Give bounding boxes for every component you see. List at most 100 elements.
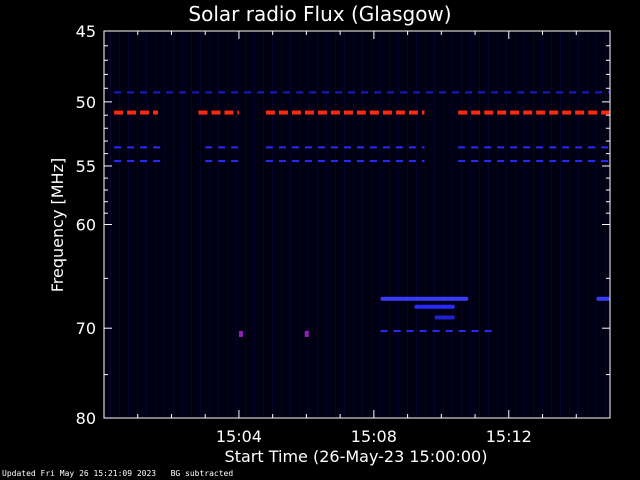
y-axis: 45 50 55 60 70 80 (76, 22, 610, 428)
interference-segment (497, 110, 507, 115)
signal-segment (356, 146, 364, 149)
signal-segment (421, 160, 425, 163)
signal-segment (601, 160, 609, 163)
interference-segment (330, 110, 340, 115)
signal-segment (588, 160, 596, 163)
signal-segment (296, 91, 304, 94)
background-stripe (596, 31, 597, 418)
signal-segment (291, 146, 299, 149)
signal-segment (374, 91, 382, 94)
interference-segment (395, 110, 405, 115)
interference-segment (114, 110, 124, 115)
signal-segment (421, 146, 425, 149)
signal-segment (244, 91, 252, 94)
signal-segment (348, 91, 356, 94)
signal-segment (153, 160, 161, 163)
interference-segment (369, 110, 379, 115)
interference-segment (153, 110, 158, 115)
signal-segment (484, 160, 492, 163)
signal-segment (343, 146, 351, 149)
background-stripe (497, 31, 498, 418)
signal-spot (304, 330, 309, 337)
y-tick-label: 50 (76, 93, 96, 112)
signal-segment (179, 91, 187, 94)
signal-segment (265, 160, 273, 163)
signal-segment (205, 91, 213, 94)
interference-segment (211, 110, 221, 115)
signal-segment (439, 91, 447, 94)
x-tick-label: 15:04 (216, 427, 262, 446)
chart-title: Solar radio Flux (Glasgow) (188, 2, 452, 26)
interference-segment (291, 110, 301, 115)
signal-segment (471, 160, 479, 163)
signal-segment (114, 91, 122, 94)
background-stripe (551, 31, 552, 418)
background-stripe (200, 31, 201, 418)
background-stripe (416, 31, 417, 418)
signal-segment (588, 146, 596, 149)
signal-segment (166, 91, 174, 94)
background-stripe (569, 31, 570, 418)
signal-segment (452, 91, 460, 94)
interference-segment (549, 110, 559, 115)
signal-segment (278, 146, 286, 149)
signal-segment (471, 330, 479, 333)
signal-segment (413, 91, 421, 94)
interference-segment (601, 110, 610, 115)
x-tick-label: 15:08 (351, 427, 397, 446)
signal-segment (218, 146, 226, 149)
background-stripe (542, 31, 543, 418)
signal-segment (510, 160, 518, 163)
signal-segment (536, 160, 544, 163)
interference-segment (140, 110, 150, 115)
signal-segment (536, 146, 544, 149)
signal-segment (569, 91, 577, 94)
signal-segment (114, 160, 122, 163)
interference-segment (562, 110, 572, 115)
signal-segment (265, 146, 273, 149)
background-stripe (479, 31, 480, 418)
background-stripe (488, 31, 489, 418)
background-stripe (173, 31, 174, 418)
signal-segment (369, 146, 377, 149)
background-stripe (236, 31, 237, 418)
background-stripe (533, 31, 534, 418)
signal-segment (484, 330, 492, 333)
background-stripe (335, 31, 336, 418)
burst-band (414, 304, 455, 309)
signal-segment (530, 91, 538, 94)
signal-segment (127, 160, 135, 163)
interference-segment (408, 110, 418, 115)
signal-segment (523, 146, 531, 149)
signal-segment (278, 160, 286, 163)
signal-segment (408, 160, 416, 163)
signal-segment (458, 146, 466, 149)
plot-area (104, 31, 610, 418)
signal-segment (140, 91, 148, 94)
signal-segment (562, 160, 570, 163)
background-stripe (353, 31, 354, 418)
signal-segment (387, 91, 395, 94)
background-stripe (389, 31, 390, 418)
signal-segment (465, 91, 473, 94)
x-axis: 15:04 15:08 15:12 (137, 31, 577, 446)
signal-segment (114, 146, 122, 149)
interference-segment (356, 110, 366, 115)
signal-segment (395, 146, 403, 149)
interference-segment (224, 110, 234, 115)
signal-segment (317, 160, 325, 163)
background-stripe (326, 31, 327, 418)
background-stripe (380, 31, 381, 418)
background-stripe (407, 31, 408, 418)
signal-segment (382, 146, 390, 149)
background-stripe (425, 31, 426, 418)
signal-segment (491, 91, 499, 94)
signal-segment (380, 330, 388, 333)
interference-segment (536, 110, 546, 115)
interference-segment (510, 110, 520, 115)
x-axis-label: Start Time (26-May-23 15:00:00) (225, 447, 488, 466)
y-tick-label: 55 (76, 157, 96, 176)
signal-segment (510, 146, 518, 149)
signal-segment (575, 160, 583, 163)
signal-segment (140, 146, 148, 149)
